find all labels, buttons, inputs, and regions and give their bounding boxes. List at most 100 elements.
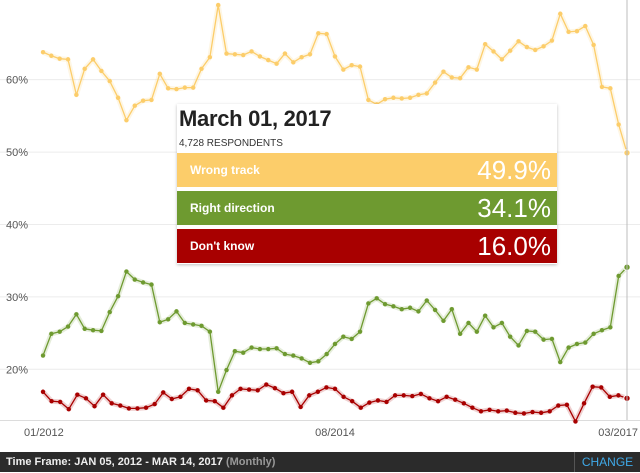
data-point xyxy=(449,307,454,312)
data-point xyxy=(358,405,363,410)
data-point xyxy=(57,329,62,334)
data-point xyxy=(616,393,621,398)
data-point xyxy=(195,388,200,393)
data-point xyxy=(366,97,371,103)
data-point xyxy=(608,325,613,330)
x-tick-label: 08/2014 xyxy=(315,427,355,439)
data-point xyxy=(599,84,605,90)
data-point xyxy=(424,91,429,96)
data-point xyxy=(169,396,175,402)
data-point xyxy=(608,86,613,91)
data-point xyxy=(232,52,238,57)
data-point xyxy=(401,393,406,398)
data-point xyxy=(581,401,587,406)
data-point xyxy=(566,29,571,35)
data-point xyxy=(574,341,580,347)
data-point xyxy=(332,341,338,347)
data-point xyxy=(107,309,112,315)
data-point xyxy=(316,31,321,36)
tooltip-row-value: 16.0% xyxy=(477,231,551,261)
data-point xyxy=(118,403,123,408)
y-tick-label: 20% xyxy=(6,364,28,376)
data-point xyxy=(57,399,63,405)
data-point xyxy=(232,349,238,354)
tooltip-row-dont-know: Don't know 16.0% xyxy=(177,229,557,263)
tooltip-row-name: Right direction xyxy=(190,201,275,215)
data-point xyxy=(487,407,492,413)
data-point xyxy=(90,57,96,62)
data-point xyxy=(530,409,535,415)
x-tick-label: 03/2017 xyxy=(598,427,638,439)
data-point xyxy=(65,57,71,62)
data-point xyxy=(474,67,480,72)
data-point xyxy=(109,401,114,406)
tooltip-row-wrong-track: Wrong track 49.9% xyxy=(177,153,557,187)
data-point xyxy=(491,49,496,54)
data-point xyxy=(432,307,438,313)
data-point xyxy=(246,387,252,392)
data-point xyxy=(199,66,204,71)
data-point xyxy=(152,401,157,407)
data-point xyxy=(324,31,329,37)
data-point xyxy=(508,334,513,339)
data-point xyxy=(315,389,321,394)
data-point xyxy=(207,55,213,60)
data-point xyxy=(157,320,162,325)
data-point xyxy=(495,409,501,414)
data-point xyxy=(466,320,471,326)
change-timeframe-button[interactable]: CHANGE xyxy=(574,452,640,472)
data-point xyxy=(49,331,54,337)
data-point xyxy=(83,396,89,401)
data-point xyxy=(533,47,538,53)
data-point xyxy=(249,345,254,350)
data-point xyxy=(427,396,432,401)
data-point xyxy=(457,76,463,81)
data-point xyxy=(524,328,530,334)
data-point xyxy=(374,296,379,301)
data-point xyxy=(349,336,354,342)
data-point xyxy=(547,409,552,414)
data-point xyxy=(266,346,271,352)
data-point xyxy=(165,317,171,322)
tooltip-row-value: 34.1% xyxy=(477,193,551,223)
tooltip-respondents: 4,728 RESPONDENTS xyxy=(179,138,283,149)
data-point xyxy=(40,49,46,55)
data-point xyxy=(165,86,171,91)
y-tick-label: 50% xyxy=(6,147,28,159)
data-point xyxy=(212,398,217,404)
data-point xyxy=(74,92,79,98)
data-point xyxy=(349,62,354,68)
line-chart: 20% 30% 40% 50% 60% 01/2012 08/2014 03/2017 xyxy=(0,0,640,439)
data-point xyxy=(238,386,243,392)
tooltip-date: March 01, 2017 xyxy=(179,106,332,131)
data-point xyxy=(266,57,271,63)
data-point xyxy=(558,359,563,365)
data-point xyxy=(583,23,588,29)
data-point xyxy=(513,410,518,415)
data-point xyxy=(541,337,546,342)
data-point xyxy=(282,51,288,56)
data-point xyxy=(90,328,96,333)
data-point xyxy=(583,340,588,345)
data-point xyxy=(149,97,154,103)
data-point xyxy=(132,277,137,282)
data-point xyxy=(375,398,381,403)
data-point xyxy=(229,393,235,398)
data-point xyxy=(49,398,54,404)
data-point xyxy=(441,69,446,74)
data-point xyxy=(241,52,246,58)
data-point xyxy=(573,419,578,424)
data-point xyxy=(391,95,396,100)
data-point xyxy=(178,394,183,400)
data-point xyxy=(307,52,313,57)
data-point xyxy=(453,397,458,402)
data-point xyxy=(499,57,505,62)
data-point xyxy=(549,336,555,342)
axis-layer: 20% 30% 40% 50% 60% 01/2012 08/2014 03/2017 xyxy=(0,75,640,439)
data-point xyxy=(182,320,188,326)
y-tick-label: 60% xyxy=(6,75,28,87)
data-point xyxy=(249,49,254,54)
data-point xyxy=(616,273,621,279)
data-point xyxy=(382,301,388,307)
data-point xyxy=(100,392,106,397)
